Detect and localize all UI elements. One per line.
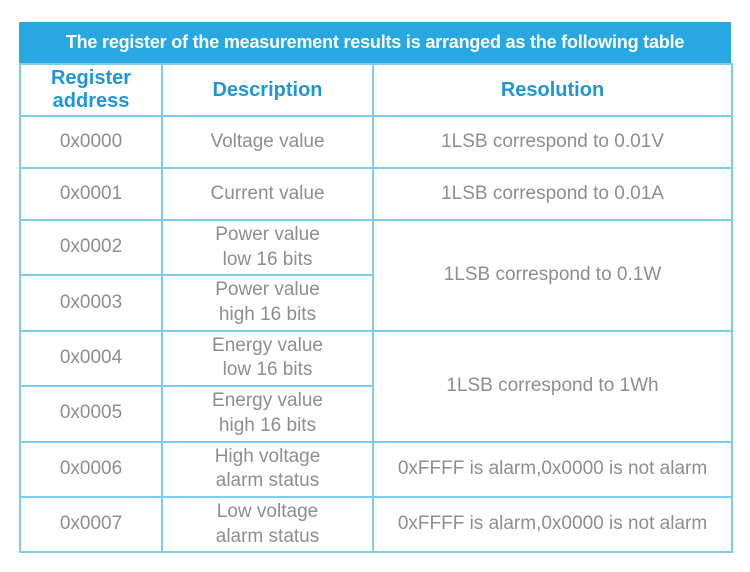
description-cell: High voltage alarm status (161, 440, 374, 498)
table-title: The register of the measurement results … (65, 32, 685, 52)
header-row: Register address Description Resolution (19, 63, 733, 117)
table-title-banner: The register of the measurement results … (19, 22, 731, 63)
resolution-cell: 1LSB correspond to 0.01A (372, 167, 733, 221)
register-address-cell: 0x0002 (19, 218, 163, 277)
description-cell: Energy value high 16 bits (161, 385, 374, 443)
description-cell: Energy value low 16 bits (161, 329, 374, 388)
register-table: Register address Description Resolution … (19, 63, 733, 554)
description-cell: Power value low 16 bits (161, 218, 374, 277)
column-header-register-address: Register address (19, 63, 163, 117)
register-address-cell: 0x0005 (19, 385, 163, 443)
register-address-cell: 0x0007 (19, 495, 163, 554)
table-row: 0x0006 High voltage alarm status 0xFFFF … (19, 440, 733, 498)
table-row: 0x0004 Energy value low 16 bits 1LSB cor… (19, 329, 733, 443)
table-row: 0x0000 Voltage value 1LSB correspond to … (19, 115, 733, 169)
register-address-cell: 0x0004 (19, 329, 163, 388)
description-cell: Low voltage alarm status (161, 495, 374, 554)
resolution-cell: 0xFFFF is alarm,0x0000 is not alarm (372, 495, 733, 554)
table-row: 0x0001 Current value 1LSB correspond to … (19, 167, 733, 221)
register-address-cell: 0x0001 (19, 167, 163, 221)
table-row: 0x0003 Power value high 16 bits (19, 274, 732, 332)
resolution-cell-merged: 1LSB correspond to 0.1W (372, 219, 733, 332)
resolution-cell: 0xFFFF is alarm,0x0000 is not alarm (372, 440, 733, 498)
register-address-cell: 0x0000 (19, 115, 163, 169)
description-cell: Power value high 16 bits (161, 274, 374, 332)
column-header-resolution: Resolution (372, 63, 733, 117)
register-address-cell: 0x0003 (19, 274, 163, 332)
table-row: 0x0005 Energy value high 16 bits (19, 385, 732, 443)
column-header-description: Description (161, 63, 374, 117)
description-cell: Voltage value (161, 115, 374, 169)
description-cell: Current value (161, 167, 374, 221)
register-address-cell: 0x0006 (19, 440, 163, 498)
table-row: 0x0007 Low voltage alarm status 0xFFFF i… (19, 495, 733, 554)
resolution-cell-merged: 1LSB correspond to 1Wh (372, 329, 733, 443)
resolution-cell: 1LSB correspond to 0.01V (372, 115, 733, 169)
table-row: 0x0002 Power value low 16 bits 1LSB corr… (19, 218, 733, 332)
